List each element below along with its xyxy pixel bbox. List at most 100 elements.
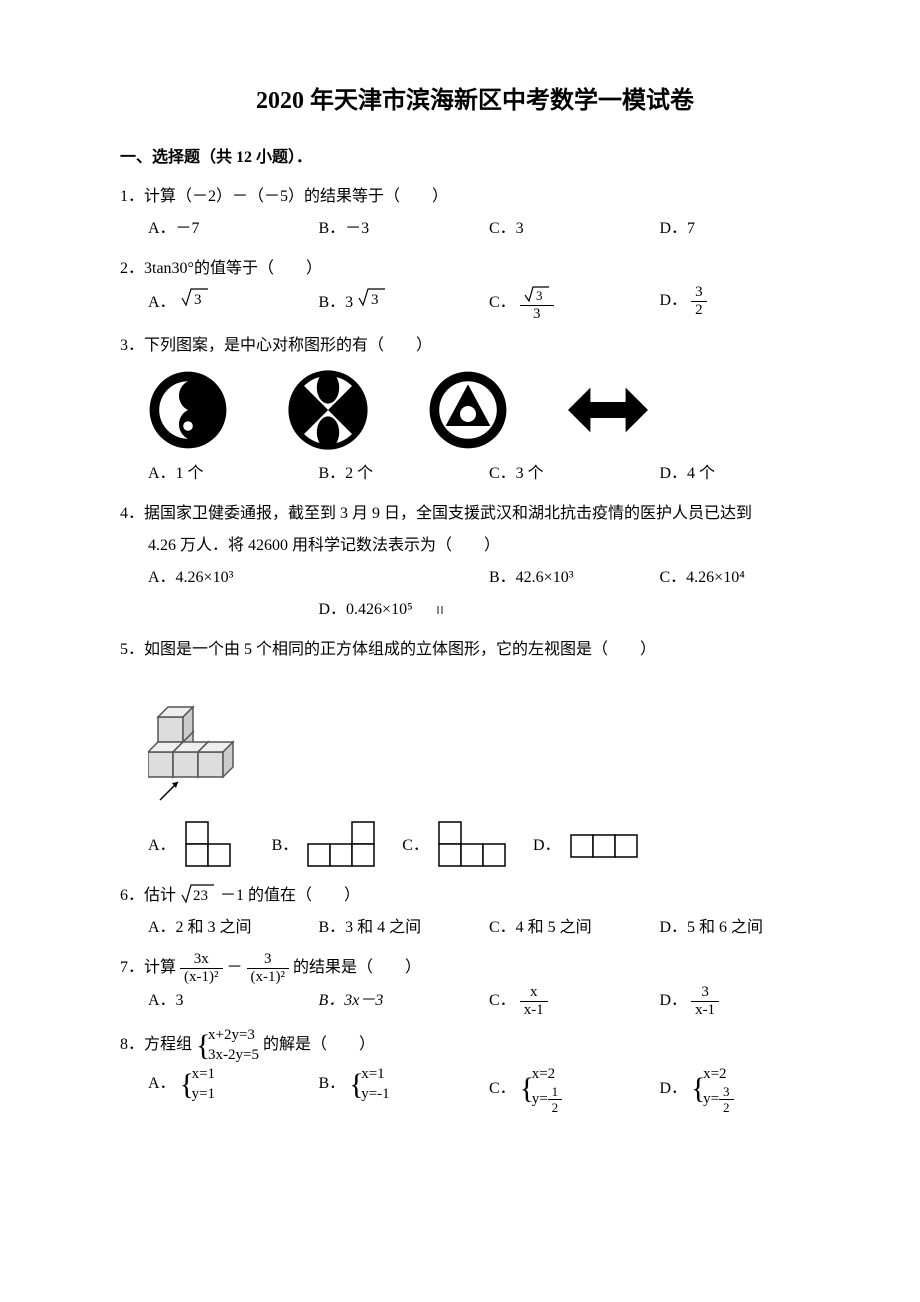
sol-row-2: y=1	[192, 1085, 215, 1105]
denominator: 2	[719, 1100, 734, 1114]
sqrt-icon: 3	[180, 285, 210, 307]
sqrt-icon: 3	[524, 285, 550, 303]
system-row-2: 3x-2y=5	[208, 1046, 259, 1066]
q8-choices: A． x=1 y=1 B． x=1 y=-1 C． x=2 y=12	[148, 1065, 830, 1114]
fraction: 32	[719, 1085, 734, 1114]
q8-choice-d: D． x=2 y=32	[660, 1065, 831, 1114]
minus-sign: －	[227, 959, 243, 976]
q4-choice-d: D．0.426×10⁵	[319, 594, 490, 626]
question-7: 7．计算 3x (x-1)² － 3 (x-1)² 的结果是（ ） A．3 B．…	[120, 952, 830, 1018]
q8-stem-post: 的解是（ ）	[263, 1036, 375, 1053]
q3-choice-d: D．4 个	[660, 458, 831, 490]
q6-choice-d: D．5 和 6 之间	[660, 912, 831, 944]
solution-system: x=1 y=-1	[349, 1065, 389, 1104]
symmetry-figure-1	[148, 370, 228, 450]
sol-row-1: x=1	[192, 1065, 215, 1085]
q6-choices: A．2 和 3 之间 B．3 和 4 之间 C．4 和 5 之间 D．5 和 6…	[148, 912, 830, 944]
question-5: 5．如图是一个由 5 个相同的正方体组成的立体图形，它的左视图是（ ）	[120, 634, 830, 872]
view-option-d-icon	[569, 831, 647, 861]
denominator: (x-1)²	[180, 969, 222, 985]
numerator: 3	[691, 285, 707, 302]
section-heading: 一、选择题（共 12 小题）．	[120, 143, 830, 167]
cube-stack-icon	[148, 672, 258, 802]
q5-choices: A． B．	[148, 820, 830, 872]
sol-row-2: y=12	[532, 1085, 562, 1114]
numerator: 1	[548, 1085, 563, 1100]
q6-stem: 6．估计 23 －1 的值在（ ）	[120, 880, 830, 912]
q6-stem-post: －1 的值在（ ）	[220, 887, 360, 904]
q4-d-text: D．0.426×10⁵	[319, 601, 413, 618]
q8-choice-a: A． x=1 y=1	[148, 1065, 319, 1114]
numerator: 3	[520, 285, 554, 306]
q8-c-prefix: C．	[489, 1080, 516, 1097]
q2-c-num-radicand: 3	[536, 288, 543, 303]
q4-choice-b: B．42.6×10³	[489, 562, 660, 594]
fraction: 3x (x-1)²	[180, 952, 222, 985]
spacer	[148, 594, 319, 626]
solution-system: x=2 y=12	[520, 1065, 562, 1114]
fraction: 3 2	[691, 285, 707, 318]
q2-choice-b: B．3 3	[319, 285, 490, 322]
q2-choice-a: A． 3	[148, 285, 319, 322]
question-2: 2．3tan30°的值等于（ ） A． 3 B．3 3 C． 3 3	[120, 253, 830, 322]
numerator: 3	[719, 1085, 734, 1100]
q8-stem-pre: 8．方程组	[120, 1036, 192, 1053]
q5-choice-a: A．	[148, 820, 254, 872]
solution-system: x=1 y=1	[180, 1065, 215, 1104]
q5-3d-figure	[148, 672, 830, 814]
q7-choices: A．3 B．3x－3 C． x x-1 D． 3 x-1	[148, 985, 830, 1018]
fraction: x x-1	[520, 985, 548, 1018]
solution-system: x=2 y=32	[691, 1065, 733, 1114]
numerator: 3	[691, 985, 719, 1002]
q5-d-label: D．	[533, 830, 561, 862]
numerator: 3	[247, 952, 289, 969]
q2-stem: 2．3tan30°的值等于（ ）	[120, 253, 830, 285]
q5-c-label: C．	[402, 830, 429, 862]
sol-row-2: y=-1	[361, 1085, 389, 1105]
denominator: (x-1)²	[247, 969, 289, 985]
q3-choice-b: B．2 个	[319, 458, 490, 490]
q8-choice-b: B． x=1 y=-1	[319, 1065, 490, 1114]
q7-b-text: B．3x－3	[319, 992, 384, 1009]
q4-choices-row2: D．0.426×10⁵	[148, 594, 830, 626]
system-row-1: x+2y=3	[208, 1026, 259, 1046]
q6-radicand: 23	[193, 888, 208, 904]
q7-stem: 7．计算 3x (x-1)² － 3 (x-1)² 的结果是（ ）	[120, 952, 830, 985]
fraction: 3 (x-1)²	[247, 952, 289, 985]
q5-a-label: A．	[148, 830, 176, 862]
q3-choices: A．1 个 B．2 个 C．3 个 D．4 个	[148, 458, 830, 490]
q6-stem-pre: 6．估计	[120, 887, 176, 904]
q1-choice-a: A．－7	[148, 213, 319, 245]
q6-choice-c: C．4 和 5 之间	[489, 912, 660, 944]
exam-page: 2020 年天津市滨海新区中考数学一模试卷 一、选择题（共 12 小题）． 1．…	[0, 0, 920, 1162]
q5-b-label: B．	[272, 830, 299, 862]
cursor-mark-icon	[437, 606, 443, 614]
denominator: 2	[548, 1100, 563, 1114]
q7-stem-post: 的结果是（ ）	[293, 959, 421, 976]
q8-b-prefix: B．	[319, 1075, 346, 1092]
q5-choice-c: C．	[402, 820, 515, 872]
y-eq-prefix: y=	[703, 1090, 719, 1106]
q8-d-prefix: D．	[660, 1080, 688, 1097]
sqrt-icon: 23	[180, 882, 216, 904]
sol-row-1: x=2	[532, 1065, 562, 1085]
q1-choice-c: C．3	[489, 213, 660, 245]
q1-stem: 1．计算（－2）－（－5）的结果等于（ ）	[120, 181, 830, 213]
q2-b-prefix: B．3	[319, 294, 354, 311]
view-option-b-icon	[306, 820, 384, 872]
q7-choice-a: A．3	[148, 985, 319, 1018]
q3-stem: 3．下列图案，是中心对称图形的有（ ）	[120, 330, 830, 362]
q1-choices: A．－7 B．－3 C．3 D．7	[148, 213, 830, 245]
symmetry-figure-2	[288, 370, 368, 450]
q2-a-radicand: 3	[194, 292, 202, 307]
q4-choice-a: A．4.26×10³	[148, 562, 489, 594]
q6-choice-a: A．2 和 3 之间	[148, 912, 319, 944]
view-option-c-icon	[437, 820, 515, 872]
sqrt-icon: 3	[357, 285, 387, 307]
q2-d-prefix: D．	[660, 292, 688, 309]
q3-choice-c: C．3 个	[489, 458, 660, 490]
question-8: 8．方程组 x+2y=3 3x-2y=5 的解是（ ） A． x=1 y=1 B…	[120, 1026, 830, 1114]
sol-row-1: x=1	[361, 1065, 389, 1085]
q4-stem-line2: 4.26 万人．将 42600 用科学记数法表示为（ ）	[148, 530, 830, 562]
denominator: x-1	[520, 1002, 548, 1018]
